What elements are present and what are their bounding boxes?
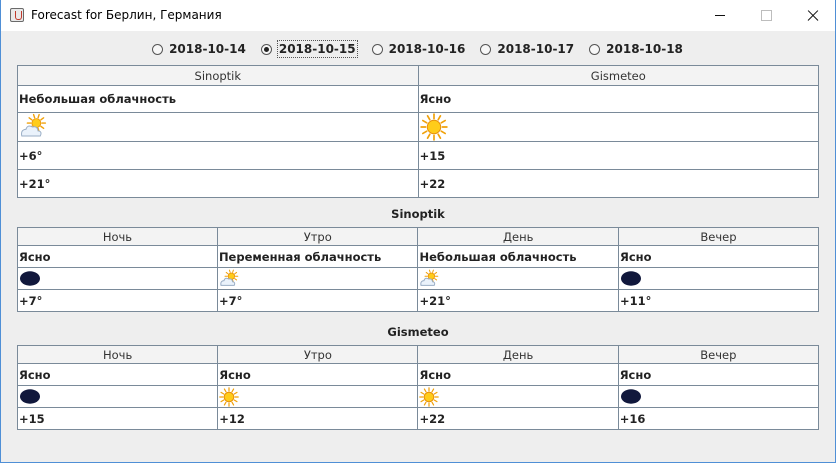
- icon-cell: [617, 385, 820, 408]
- icon-cell: [417, 267, 619, 290]
- summary-max-sinoptik: +21°: [17, 169, 419, 198]
- summary-min-gismeteo: +15: [417, 141, 820, 170]
- temp-cell: +21°: [417, 289, 619, 312]
- summary-icon-cell: [417, 112, 820, 142]
- radio-circle[interactable]: [260, 43, 272, 55]
- icon-cell: [417, 385, 619, 408]
- radio-circle[interactable]: [371, 43, 383, 55]
- icon-cell: [216, 267, 419, 290]
- temp-cell: +11°: [617, 289, 820, 312]
- minimize-button[interactable]: [697, 0, 743, 31]
- temp-cell: +22: [417, 407, 619, 430]
- partly-cloudy-icon: [219, 269, 243, 289]
- radio-circle[interactable]: [589, 43, 601, 55]
- section-title-gismeteo: Gismeteo: [387, 325, 449, 339]
- date-radio-4[interactable]: 2018-10-18: [589, 40, 684, 58]
- summary-icon-cell: [17, 112, 419, 142]
- temp-cell: +7°: [17, 289, 218, 312]
- date-label[interactable]: 2018-10-17: [497, 42, 575, 56]
- gismeteo-table: Ночь Утро День Вечер Ясно Ясно Ясно Ясно…: [16, 345, 820, 430]
- minimize-icon: [715, 15, 725, 16]
- temp-cell: +12: [217, 407, 419, 430]
- icon-cell: [617, 267, 820, 290]
- condition-cell: Ясно: [617, 363, 820, 386]
- summary-condition-gismeteo: Ясно: [417, 85, 820, 113]
- close-button[interactable]: [789, 0, 835, 31]
- sinoptik-table: Ночь Утро День Вечер Ясно Переменная обл…: [17, 227, 820, 312]
- column-header-gismeteo: Gismeteo: [417, 65, 820, 86]
- moon-icon: [19, 271, 41, 286]
- moon-icon: [19, 389, 41, 404]
- date-label[interactable]: 2018-10-14: [169, 42, 246, 56]
- date-radio-1[interactable]: 2018-10-15: [260, 40, 358, 58]
- date-radio-2[interactable]: 2018-10-16: [371, 40, 467, 58]
- condition-cell: Ясно: [217, 363, 419, 386]
- moon-icon: [620, 389, 642, 404]
- partly-cloudy-icon: [19, 113, 51, 141]
- maximize-button[interactable]: [743, 0, 789, 31]
- column-header-morning: Утро: [216, 227, 419, 246]
- column-header-morning: Утро: [217, 345, 419, 364]
- window-title: Forecast for Берлин, Германия: [31, 8, 222, 22]
- sun-icon: [419, 386, 440, 407]
- temp-cell: +15: [16, 407, 219, 430]
- date-label[interactable]: 2018-10-18: [606, 42, 683, 56]
- date-radio-3[interactable]: 2018-10-17: [480, 40, 575, 58]
- java-app-icon: [10, 8, 24, 22]
- column-header-night: Ночь: [16, 345, 219, 364]
- column-header-sinoptik: Sinoptik: [17, 65, 419, 86]
- maximize-icon: [761, 10, 772, 21]
- date-selector: 2018-10-14 2018-10-15 2018-10-16 2018-10…: [1, 40, 835, 58]
- temp-cell: +16: [617, 407, 820, 430]
- icon-cell: [16, 385, 219, 408]
- section-title-sinoptik: Sinoptik: [391, 207, 445, 221]
- condition-cell: Ясно: [417, 363, 619, 386]
- date-label[interactable]: 2018-10-15: [276, 40, 358, 58]
- title-bar: Forecast for Берлин, Германия: [1, 0, 835, 31]
- sun-icon: [419, 113, 448, 141]
- summary-condition-sinoptik: Небольшая облачность: [17, 85, 419, 113]
- column-header-day: День: [417, 227, 619, 246]
- column-header-evening: Вечер: [617, 227, 820, 246]
- condition-cell: Ясно: [617, 245, 820, 268]
- summary-table: Sinoptik Gismeteo Небольшая облачность Я…: [17, 65, 820, 198]
- condition-cell: Ясно: [17, 245, 218, 268]
- condition-cell: Переменная облачность: [216, 245, 419, 268]
- column-header-night: Ночь: [17, 227, 218, 246]
- radio-circle[interactable]: [152, 43, 164, 55]
- icon-cell: [17, 267, 218, 290]
- summary-max-gismeteo: +22: [417, 169, 820, 198]
- column-header-evening: Вечер: [617, 345, 820, 364]
- summary-min-sinoptik: +6°: [17, 141, 419, 170]
- moon-icon: [620, 271, 642, 286]
- condition-cell: Небольшая облачность: [417, 245, 619, 268]
- icon-cell: [217, 385, 419, 408]
- condition-cell: Ясно: [16, 363, 219, 386]
- radio-circle[interactable]: [480, 43, 492, 55]
- sun-icon: [219, 386, 240, 407]
- column-header-day: День: [417, 345, 619, 364]
- date-radio-0[interactable]: 2018-10-14: [152, 40, 247, 58]
- partly-cloudy-icon: [419, 269, 443, 289]
- temp-cell: +7°: [216, 289, 419, 312]
- date-label[interactable]: 2018-10-16: [388, 42, 466, 56]
